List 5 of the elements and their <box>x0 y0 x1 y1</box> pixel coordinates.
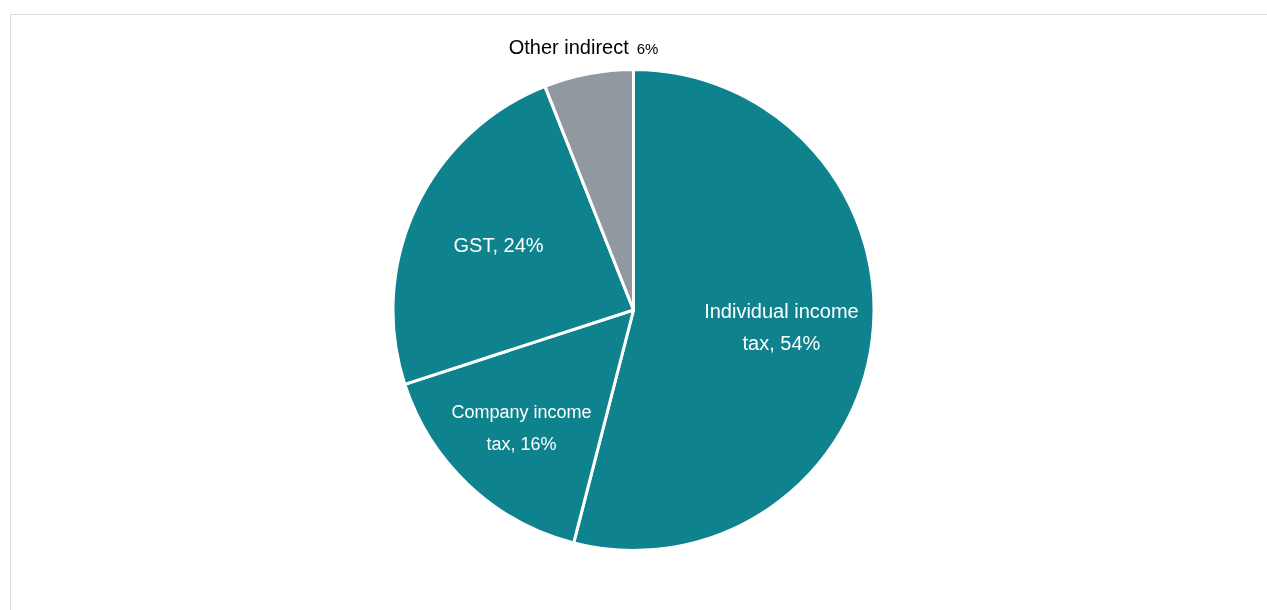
slice-label: Company income tax, 16% <box>451 402 592 455</box>
slice-label: Other indirect <box>508 35 630 58</box>
slice-label: Individual income tax, 54% <box>704 300 859 355</box>
data-label: 6% <box>636 40 659 58</box>
slice-label: GST, 24% <box>453 234 544 257</box>
